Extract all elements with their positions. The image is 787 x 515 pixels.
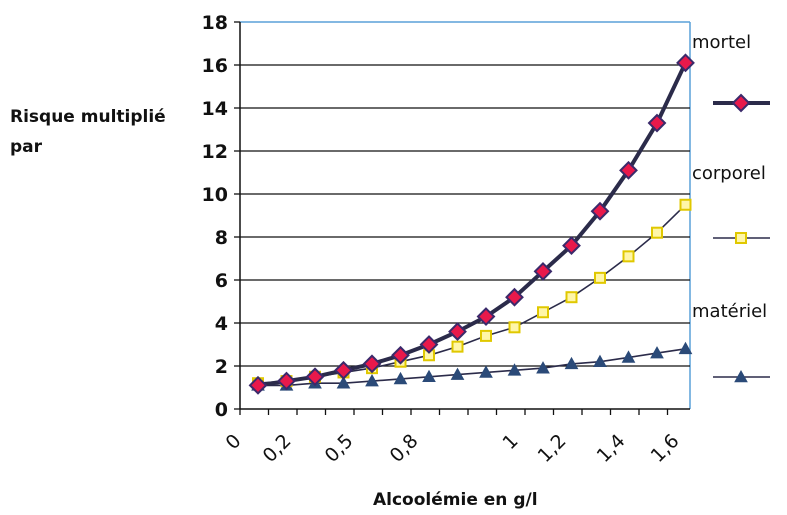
x-tick-label: 1,2 [534, 430, 571, 467]
data-point-diamond [277, 371, 296, 391]
data-point-square [451, 340, 464, 353]
data-point-diamond [476, 307, 496, 326]
series-line-diamond [257, 61, 688, 388]
series-line-square [257, 204, 687, 384]
data-point-square [537, 306, 549, 319]
data-point-diamond [448, 322, 467, 342]
data-point-square [508, 321, 521, 334]
data-point-triangle [422, 369, 436, 383]
y-tick-label: 10 [202, 184, 228, 206]
data-point-diamond [590, 201, 610, 221]
y-tick-label: 6 [215, 270, 228, 292]
x-tick-label: 0,5 [321, 430, 358, 467]
data-point-triangle [365, 374, 379, 387]
data-point-triangle [393, 371, 408, 385]
data-point-diamond [647, 113, 667, 133]
data-point-triangle [479, 365, 493, 378]
data-point-triangle [507, 363, 522, 376]
data-point-triangle [450, 367, 465, 380]
y-tick-label: 16 [202, 55, 228, 77]
x-axis-label: Alcoolémie en g/l [373, 490, 538, 510]
data-point-square [651, 226, 663, 239]
data-point-diamond [619, 160, 638, 180]
data-point-diamond [533, 261, 553, 281]
legend-label-corporel: corporel [692, 163, 766, 184]
y-tick-label: 12 [202, 141, 228, 163]
data-point-triangle [621, 350, 636, 363]
x-tick-label: 1,6 [647, 430, 684, 467]
data-point-diamond [505, 287, 524, 307]
x-tick-label: 1,4 [593, 430, 630, 467]
legend-label-materiel: matériel [692, 301, 768, 322]
y-axis-label: Risque multiplié par [10, 107, 166, 157]
y-tick-label: 18 [202, 12, 228, 34]
data-point-diamond [248, 375, 268, 395]
data-point-triangle [650, 346, 664, 359]
data-point-square [594, 271, 606, 284]
x-tick-label: 0,8 [386, 430, 423, 467]
x-tick-label: 0,2 [259, 430, 296, 467]
data-point-diamond [391, 345, 410, 365]
legend-label-mortel: mortel [692, 32, 752, 53]
data-point-triangle [678, 341, 693, 355]
data-point-diamond [419, 335, 439, 354]
series-line-triangle [258, 348, 686, 387]
data-point-triangle [336, 376, 351, 389]
data-point-triangle [536, 361, 550, 374]
data-point-triangle [593, 354, 607, 367]
data-point-square [679, 198, 692, 211]
legend-marker [735, 232, 747, 244]
data-point-diamond [362, 354, 382, 374]
legend-marker [731, 93, 751, 113]
data-point-diamond [676, 53, 695, 73]
x-tick-label: 0 [221, 430, 245, 454]
data-point-square [480, 329, 492, 342]
data-point-square [565, 291, 578, 304]
y-tick-label: 14 [202, 98, 228, 120]
data-point-triangle [564, 356, 579, 370]
data-point-square [622, 250, 635, 263]
y-tick-label: 0 [215, 399, 228, 421]
y-tick-label: 4 [215, 313, 228, 335]
x-tick-label: 1 [498, 430, 522, 454]
data-point-diamond [334, 360, 353, 380]
data-point-diamond [562, 236, 581, 256]
y-tick-label: 2 [215, 356, 228, 378]
data-point-diamond [305, 367, 325, 387]
y-tick-label: 8 [215, 227, 228, 249]
legend-marker [734, 369, 748, 383]
